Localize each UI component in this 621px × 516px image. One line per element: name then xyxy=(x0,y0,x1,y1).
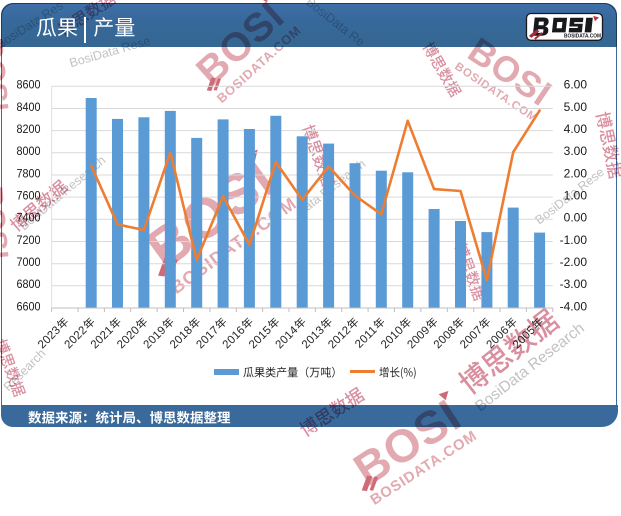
svg-text:2020: 2020 xyxy=(115,324,142,351)
svg-text:8600: 8600 xyxy=(17,78,41,92)
svg-text:2017: 2017 xyxy=(194,324,221,351)
svg-text:2005: 2005 xyxy=(511,324,538,351)
svg-text:-3.00: -3.00 xyxy=(560,277,588,291)
svg-text:7800: 7800 xyxy=(17,166,41,180)
svg-text:2022: 2022 xyxy=(62,324,89,351)
svg-text:2013: 2013 xyxy=(300,324,327,351)
svg-text:-1.00: -1.00 xyxy=(560,233,588,247)
svg-text:2016: 2016 xyxy=(221,324,248,351)
svg-text:2009: 2009 xyxy=(405,324,432,351)
svg-text:2012: 2012 xyxy=(326,324,353,351)
svg-text:3.00: 3.00 xyxy=(564,144,588,158)
svg-text:2011: 2011 xyxy=(353,324,380,351)
svg-text:BOSIDATA.COM: BOSIDATA.COM xyxy=(564,34,601,40)
svg-text:5.00: 5.00 xyxy=(564,100,588,114)
svg-text:2015: 2015 xyxy=(247,324,274,351)
svg-text:2006: 2006 xyxy=(484,324,511,351)
svg-text:7200: 7200 xyxy=(17,233,41,247)
svg-text:2023: 2023 xyxy=(36,324,63,351)
svg-text:1.00: 1.00 xyxy=(564,188,588,202)
svg-text:2014: 2014 xyxy=(273,324,300,351)
svg-text:2018: 2018 xyxy=(168,324,195,351)
svg-text:6800: 6800 xyxy=(17,277,41,291)
svg-text:8000: 8000 xyxy=(17,144,41,158)
svg-text:-4.00: -4.00 xyxy=(560,299,588,313)
svg-text:2021: 2021 xyxy=(89,324,116,351)
svg-text:8200: 8200 xyxy=(17,122,41,136)
svg-text:2010: 2010 xyxy=(379,324,406,351)
svg-text:2008: 2008 xyxy=(432,324,459,351)
svg-text:-2.00: -2.00 xyxy=(560,255,588,269)
svg-text:8400: 8400 xyxy=(17,100,41,114)
svg-text:7000: 7000 xyxy=(17,255,41,269)
svg-text:6.00: 6.00 xyxy=(564,78,588,92)
svg-text:7600: 7600 xyxy=(17,188,41,202)
svg-text:2007: 2007 xyxy=(458,324,485,351)
svg-text:2019: 2019 xyxy=(142,324,169,351)
svg-text:0.00: 0.00 xyxy=(564,211,588,225)
svg-text:6600: 6600 xyxy=(17,299,41,313)
svg-text:2.00: 2.00 xyxy=(564,166,588,180)
svg-text:4.00: 4.00 xyxy=(564,122,588,136)
svg-text:7400: 7400 xyxy=(17,211,41,225)
